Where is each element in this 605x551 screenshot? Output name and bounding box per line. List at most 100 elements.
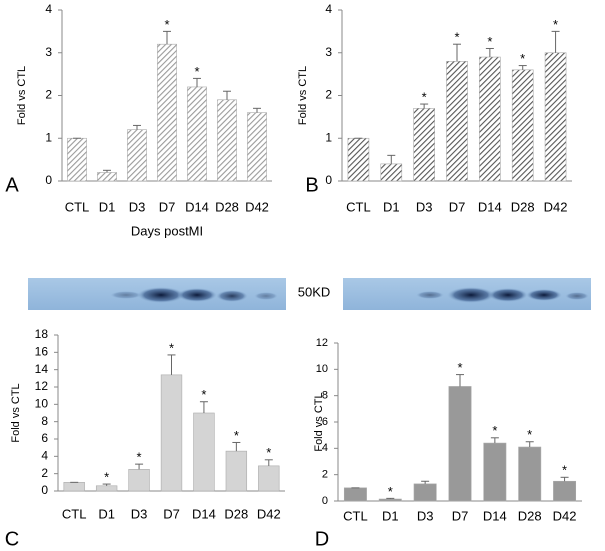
x-tick-label: D14 — [192, 506, 216, 521]
x-tick-label: D28 — [215, 199, 239, 214]
error-bar — [253, 107, 261, 113]
significance-star: * — [527, 427, 532, 442]
bar — [187, 86, 207, 182]
significance-star: * — [553, 17, 558, 32]
y-axis-label: Fold vs CTL — [10, 383, 22, 442]
error-bar — [456, 374, 464, 387]
y-tick-label: 0 — [45, 173, 52, 187]
x-tick-label: D3 — [416, 199, 433, 214]
bar — [127, 129, 147, 182]
significance-star: * — [457, 360, 462, 375]
x-tick-label: D7 — [163, 506, 180, 521]
error-bar — [551, 30, 560, 53]
x-tick-label: D42 — [245, 199, 269, 214]
bar — [128, 469, 150, 492]
x-tick-label: D1 — [383, 199, 400, 214]
x-tick-label: D3 — [129, 199, 146, 214]
y-axis-label: Fold vs CTL — [297, 66, 309, 125]
error-bar — [560, 476, 569, 482]
significance-star: * — [234, 428, 239, 443]
error-bar — [133, 124, 141, 130]
bar — [413, 108, 435, 182]
error-bar — [453, 43, 461, 62]
y-tick-label: 8 — [41, 414, 48, 428]
x-tick-label: D7 — [452, 508, 469, 523]
bar — [347, 137, 370, 182]
y-tick-label: 2 — [45, 88, 52, 102]
y-tick-label: 2 — [41, 466, 48, 480]
y-tick-label: 0 — [41, 483, 48, 497]
bar — [380, 163, 403, 182]
error-bar — [386, 497, 395, 500]
x-tick-label: D28 — [224, 506, 248, 521]
bar — [193, 412, 215, 492]
x-tick-label: D42 — [544, 199, 568, 214]
y-tick-label: 3 — [325, 45, 332, 59]
bar — [446, 60, 468, 182]
error-bar — [193, 77, 201, 87]
y-tick-label: 10 — [316, 363, 328, 375]
bar — [95, 485, 118, 492]
x-tick-label: D14 — [478, 199, 502, 214]
y-tick-label: 1 — [45, 130, 52, 144]
bar — [67, 137, 87, 182]
significance-star: * — [562, 463, 567, 478]
western-blot-left — [28, 278, 286, 310]
western-blot-right — [343, 278, 591, 310]
error-bar — [167, 354, 176, 375]
bar — [217, 99, 237, 182]
error-bar — [420, 103, 429, 109]
y-tick-label: 18 — [35, 327, 49, 341]
x-tick-label: D14 — [483, 508, 507, 523]
bar — [63, 482, 85, 492]
x-axis-label: Days postMI — [131, 223, 203, 238]
significance-star: * — [388, 484, 393, 499]
bar — [518, 446, 542, 502]
significance-star: * — [104, 470, 109, 485]
bar — [553, 480, 577, 502]
x-tick-label: D42 — [257, 506, 281, 521]
y-tick-label: 4 — [322, 442, 328, 454]
error-bar — [518, 65, 527, 70]
y-tick-label: 12 — [35, 379, 49, 393]
bar — [225, 450, 248, 492]
panel-letter: D — [315, 528, 329, 550]
y-tick-label: 3 — [45, 45, 52, 59]
error-bar — [199, 401, 208, 413]
error-bar — [103, 169, 111, 173]
y-axis-label: Fold vs CTL — [313, 392, 325, 451]
y-tick-label: 10 — [35, 397, 49, 411]
y-tick-label: 2 — [322, 469, 328, 481]
x-tick-label: CTL — [65, 199, 90, 214]
bar — [378, 498, 402, 502]
x-tick-label: D7 — [159, 199, 176, 214]
error-bar — [490, 437, 499, 444]
significance-star: * — [492, 423, 497, 438]
bar — [413, 483, 437, 502]
significance-star: * — [194, 64, 199, 79]
bar — [97, 172, 117, 182]
bar — [448, 386, 472, 502]
x-tick-label: CTL — [346, 199, 371, 214]
y-tick-label: 4 — [41, 449, 48, 463]
error-bar — [163, 30, 171, 45]
bar — [247, 112, 267, 182]
bar — [544, 52, 567, 182]
y-tick-label: 16 — [35, 345, 49, 359]
y-axis-label: Fold vs CTL — [16, 66, 28, 125]
x-tick-label: CTL — [62, 506, 87, 521]
x-tick-label: D28 — [518, 508, 542, 523]
y-tick-label: 1 — [325, 130, 332, 144]
significance-star: * — [422, 89, 427, 104]
significance-star: * — [164, 17, 169, 32]
bar — [258, 465, 280, 492]
bar — [479, 56, 501, 182]
y-tick-label: 0 — [322, 495, 328, 507]
x-tick-label: D3 — [131, 506, 148, 521]
x-tick-label: D14 — [185, 199, 209, 214]
x-tick-label: D3 — [417, 508, 434, 523]
error-bar — [485, 47, 494, 58]
error-bar — [264, 459, 273, 466]
error-bar — [421, 480, 430, 484]
y-tick-label: 4 — [45, 2, 52, 16]
